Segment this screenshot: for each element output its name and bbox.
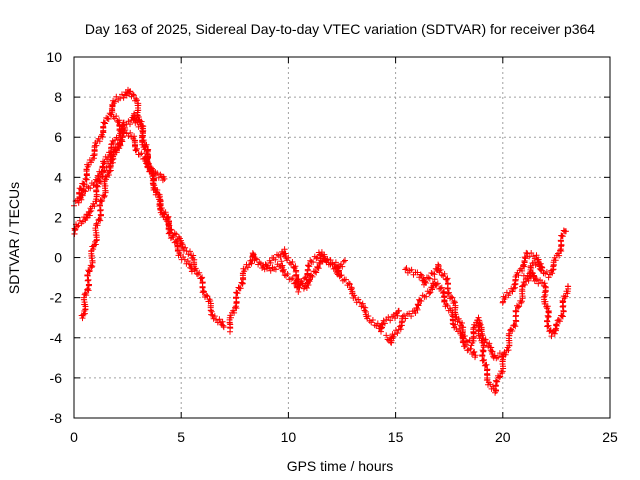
y-tick-label: -2	[50, 290, 63, 306]
marker-plus	[383, 276, 479, 361]
marker-plus	[474, 256, 546, 396]
marker-plus	[520, 269, 572, 340]
marker-plus	[266, 246, 402, 335]
x-tick-label: 10	[281, 429, 297, 445]
x-tick-label: 20	[495, 429, 511, 445]
y-tick-label: 2	[54, 209, 62, 225]
axis-ticks: 0 5 10 15 20 25 -8 -6 -4 -2 0 2 4 6 8 10	[46, 49, 618, 445]
y-tick-label: 8	[54, 89, 62, 105]
grid-lines	[74, 57, 610, 418]
marker-plus	[108, 109, 195, 275]
x-tick-label: 0	[70, 429, 78, 445]
series-track-10	[474, 256, 546, 396]
y-tick-label: 6	[54, 129, 62, 145]
y-tick-label: 4	[54, 169, 62, 185]
series-track-7	[266, 246, 402, 335]
marker-plus	[78, 136, 124, 322]
x-tick-label: 5	[177, 429, 185, 445]
series-track-8	[383, 276, 479, 361]
series-track-3	[78, 136, 124, 322]
y-tick-label: -6	[50, 370, 63, 386]
y-tick-label: 10	[46, 49, 62, 65]
x-tick-label: 15	[388, 429, 404, 445]
series-track-11	[499, 227, 569, 306]
x-tick-label: 25	[602, 429, 618, 445]
x-axis-label: GPS time / hours	[287, 458, 394, 474]
series-track-5	[108, 109, 195, 275]
data-markers	[71, 86, 572, 396]
plot-frame	[73, 56, 611, 419]
y-tick-label: -4	[50, 330, 63, 346]
y-axis-label: SDTVAR / TECUs	[6, 182, 22, 294]
y-tick-label: -8	[50, 410, 63, 426]
marker-plus	[499, 227, 569, 306]
series-track-12	[520, 269, 572, 340]
chart-title: Day 163 of 2025, Sidereal Day-to-day VTE…	[85, 21, 595, 37]
y-tick-label: 0	[54, 250, 62, 266]
